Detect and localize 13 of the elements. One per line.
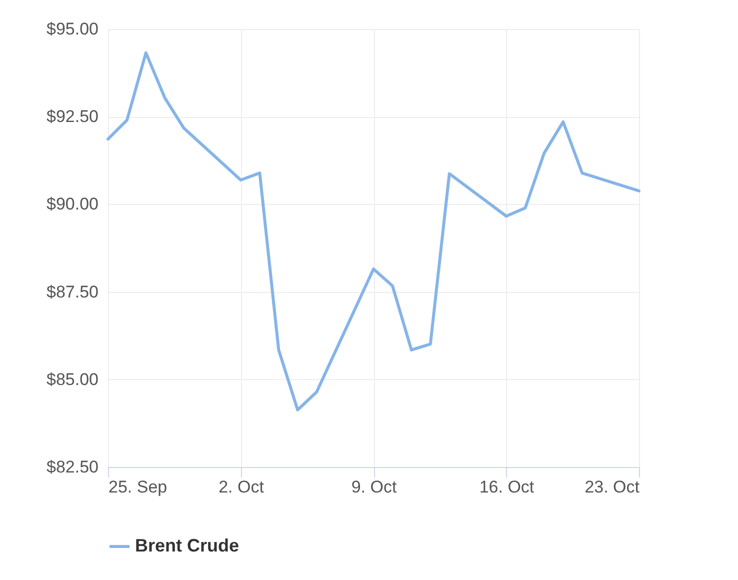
- x-tick-label: 16. Oct: [479, 478, 534, 496]
- x-tick-label: 25. Sep: [108, 478, 168, 496]
- y-tick-label: $85.00: [46, 370, 98, 389]
- x-tick-label: 23. Oct: [584, 478, 640, 496]
- y-tick-label: $92.50: [46, 107, 98, 126]
- y-tick-label: $82.50: [46, 458, 98, 476]
- y-tick-label: $90.00: [46, 194, 98, 214]
- line-series: [106, 51, 640, 412]
- y-tick-label: $95.00: [46, 20, 98, 38]
- x-tick-label: 2. Oct: [218, 478, 264, 496]
- legend-label: Brent Crude: [135, 536, 240, 556]
- x-tick-label: 9. Oct: [351, 478, 397, 496]
- y-tick-label: $87.50: [46, 282, 98, 302]
